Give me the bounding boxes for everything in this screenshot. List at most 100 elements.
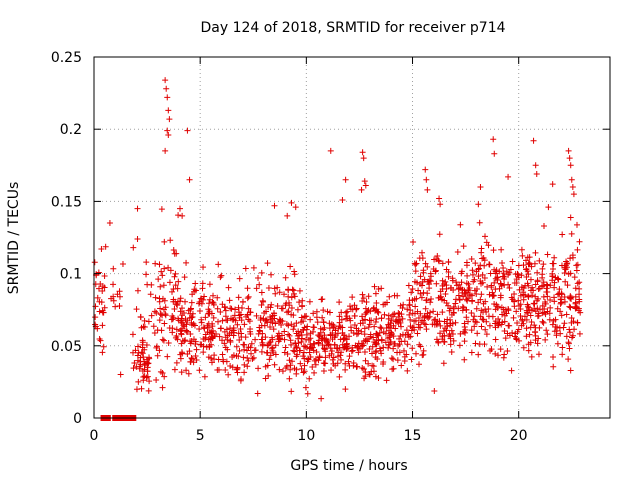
outlier-point <box>532 162 539 169</box>
data-point <box>315 337 322 344</box>
data-point <box>573 221 580 228</box>
outlier-point <box>342 176 349 183</box>
data-point <box>161 320 168 327</box>
data-point <box>316 354 323 361</box>
data-point <box>437 293 444 300</box>
data-point <box>539 282 546 289</box>
data-point <box>442 278 449 285</box>
data-point <box>310 347 317 354</box>
data-point <box>97 281 104 288</box>
data-point <box>396 317 403 324</box>
data-point <box>300 369 307 376</box>
y-tick-label: 0.2 <box>60 122 82 138</box>
data-point <box>288 341 295 348</box>
data-point <box>248 340 255 347</box>
data-point <box>339 324 346 331</box>
data-point <box>313 348 320 355</box>
data-point <box>407 307 414 314</box>
outlier-point <box>566 155 573 162</box>
data-point <box>396 349 403 356</box>
data-point <box>143 271 150 278</box>
data-point <box>175 278 182 285</box>
data-point <box>309 364 316 371</box>
data-point <box>226 330 233 337</box>
data-point <box>382 301 389 308</box>
data-point <box>523 266 530 273</box>
data-point <box>353 305 360 312</box>
data-point <box>222 307 229 314</box>
data-point <box>410 238 417 245</box>
data-point <box>282 274 289 281</box>
outlier-point <box>288 199 295 206</box>
data-point <box>569 332 576 339</box>
data-point <box>276 319 283 326</box>
data-point <box>230 327 237 334</box>
data-point <box>252 336 259 343</box>
data-point <box>365 307 372 314</box>
data-point <box>319 314 326 321</box>
data-point <box>133 363 140 370</box>
data-point <box>479 271 486 278</box>
data-point <box>551 254 558 261</box>
data-point <box>223 317 230 324</box>
data-point <box>102 243 109 250</box>
data-point <box>173 326 180 333</box>
outlier-point <box>163 85 170 92</box>
data-point <box>94 294 101 301</box>
data-point <box>334 353 341 360</box>
data-point <box>177 308 184 315</box>
data-point <box>471 313 478 320</box>
data-point <box>568 319 575 326</box>
data-point <box>181 323 188 330</box>
data-point <box>443 327 450 334</box>
data-point <box>448 327 455 334</box>
data-point <box>209 298 216 305</box>
data-point <box>455 292 462 299</box>
data-point <box>346 315 353 322</box>
data-point <box>334 345 341 352</box>
data-point <box>567 214 574 221</box>
data-point <box>381 311 388 318</box>
data-point <box>290 287 297 294</box>
data-point <box>318 296 325 303</box>
data-point <box>540 279 547 286</box>
data-point <box>527 324 534 331</box>
data-point <box>492 336 499 343</box>
data-point <box>222 303 229 310</box>
data-point <box>183 328 190 335</box>
data-point <box>452 319 459 326</box>
data-point <box>563 333 570 340</box>
data-point <box>559 344 566 351</box>
data-point <box>535 351 542 358</box>
data-point <box>487 347 494 354</box>
y-tick-label: 0.15 <box>51 194 82 210</box>
data-point <box>161 238 168 245</box>
outlier-point <box>567 162 574 169</box>
data-point <box>158 327 165 334</box>
data-point <box>532 293 539 300</box>
data-point <box>272 342 279 349</box>
data-point <box>574 280 581 287</box>
data-point <box>494 274 501 281</box>
data-point <box>99 349 106 356</box>
data-point <box>465 287 472 294</box>
data-point <box>528 353 535 360</box>
data-point <box>439 277 446 284</box>
data-point <box>144 281 151 288</box>
data-point <box>177 328 184 335</box>
data-point <box>388 317 395 324</box>
data-point <box>234 365 241 372</box>
data-point <box>321 346 328 353</box>
data-point <box>391 310 398 317</box>
data-point <box>306 375 313 382</box>
data-point <box>208 359 215 366</box>
data-point <box>247 309 254 316</box>
data-point <box>92 314 99 321</box>
data-point <box>478 291 485 298</box>
data-point <box>523 257 530 264</box>
data-point <box>376 345 383 352</box>
data-point <box>230 352 237 359</box>
data-point <box>272 351 279 358</box>
data-point <box>368 368 375 375</box>
outlier-point <box>166 116 173 123</box>
